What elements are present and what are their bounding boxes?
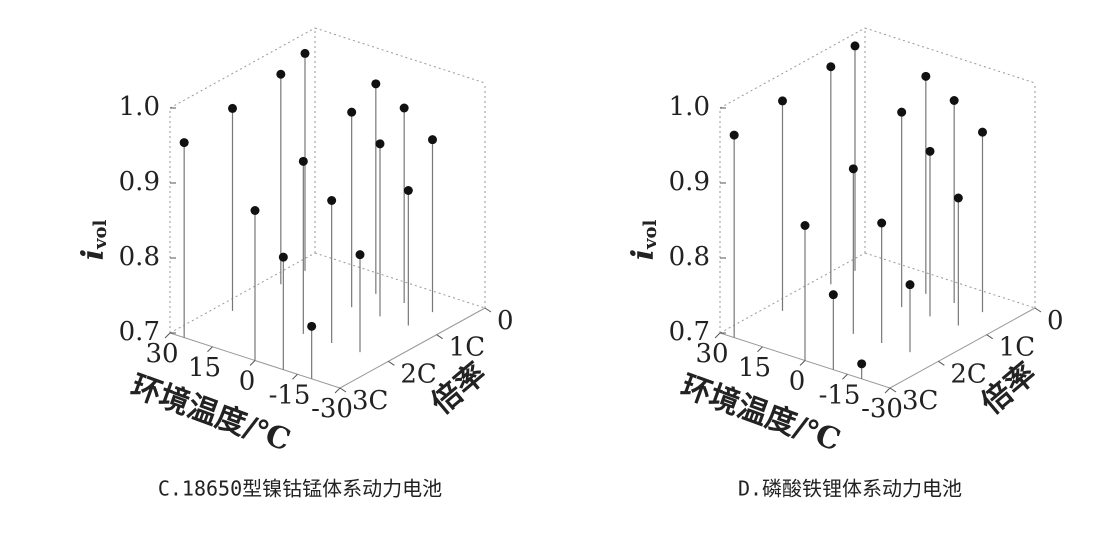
point — [949, 96, 959, 105]
x-tick-label: -30 — [861, 394, 903, 424]
point — [978, 127, 987, 137]
point — [298, 156, 308, 166]
point — [228, 103, 237, 113]
x-tick-label: 30 — [145, 339, 178, 369]
x-tick-label: 15 — [188, 353, 221, 383]
point — [897, 107, 907, 117]
y-tick-label: 0 — [1047, 306, 1064, 336]
box-edge — [169, 27, 316, 109]
point — [729, 130, 739, 140]
point — [905, 280, 915, 290]
x-tick-label: 30 — [695, 339, 728, 369]
chart-panel: 0.70.80.91.030 15 0 -15 -3001C2C3Civol环境温度/℃… — [76, 27, 514, 501]
z-tick-label: 0.7 — [119, 317, 160, 347]
x-tick-label: -30 — [311, 394, 353, 424]
point — [355, 250, 365, 260]
point — [375, 139, 385, 149]
x-tick — [799, 360, 806, 366]
point — [399, 103, 409, 113]
point — [953, 193, 963, 203]
x-tick-label: 15 — [738, 353, 771, 383]
point — [921, 71, 931, 81]
y-tick-label: 2C — [950, 359, 986, 389]
z-axis-label-main: i — [76, 249, 111, 260]
y-tick — [388, 360, 395, 366]
point — [327, 196, 337, 205]
x-tick — [249, 360, 256, 366]
z-tick-label: 0.9 — [669, 167, 710, 197]
point — [276, 69, 286, 79]
point — [826, 62, 836, 72]
point — [179, 138, 189, 148]
y-tick — [938, 360, 945, 366]
point — [850, 41, 860, 51]
z-axis-label-sub: vol — [640, 219, 661, 249]
point — [848, 164, 858, 174]
point — [278, 252, 288, 262]
x-tick — [842, 373, 848, 380]
z-tick-label: 0.7 — [669, 317, 710, 347]
x-tick-label: -15 — [819, 380, 861, 410]
box-edge — [339, 307, 486, 389]
z-axis-label-sub: vol — [90, 219, 111, 249]
y-tick — [986, 334, 993, 340]
point — [857, 359, 867, 369]
box-edge — [719, 27, 866, 109]
box-edge — [864, 252, 1036, 309]
x-tick — [164, 332, 171, 339]
point — [300, 48, 310, 58]
y-tick-label: 1C — [449, 333, 485, 363]
y-tick — [339, 387, 347, 393]
point — [828, 290, 838, 300]
y-tick — [1034, 307, 1042, 313]
z-axis-label: ivol — [626, 219, 661, 260]
x-tick-label: -15 — [269, 380, 311, 410]
box-edge — [314, 252, 486, 309]
y-tick-label: 3C — [352, 386, 388, 416]
point — [778, 96, 787, 106]
point — [800, 221, 810, 230]
x-tick — [884, 387, 891, 394]
x-tick-label: 0 — [789, 367, 806, 397]
x-tick — [292, 373, 298, 380]
point — [250, 206, 260, 215]
point — [403, 186, 413, 195]
point — [347, 107, 357, 117]
y-tick-label: 3C — [902, 386, 938, 416]
box-edge — [719, 252, 866, 334]
point — [428, 135, 437, 145]
z-axis-label-main: i — [626, 249, 661, 260]
x-tick-label: 0 — [239, 367, 256, 397]
x-tick — [334, 387, 341, 394]
point — [877, 218, 887, 228]
z-tick-label: 0.9 — [119, 167, 160, 197]
z-tick-label: 0.8 — [119, 242, 160, 272]
z-axis-label: ivol — [76, 219, 111, 260]
caption: D.磷酸铁锂体系动力电池 — [738, 477, 962, 501]
z-tick-label: 0.8 — [669, 242, 710, 272]
y-tick-label: 0 — [497, 306, 514, 336]
y-tick — [484, 307, 492, 313]
chart-panel: 0.70.80.91.030 15 0 -15 -3001C2C3Civol环境温度/℃… — [626, 27, 1064, 501]
z-tick-label: 1.0 — [119, 92, 160, 122]
y-tick — [436, 334, 443, 340]
y-tick — [889, 387, 897, 393]
point — [371, 79, 381, 89]
x-tick — [714, 332, 721, 339]
box-edge — [169, 252, 316, 334]
caption: C.18650型镍钴锰体系动力电池 — [158, 477, 442, 501]
box-edge — [864, 27, 1036, 84]
y-tick-label: 2C — [400, 359, 436, 389]
z-tick-label: 1.0 — [669, 92, 710, 122]
y-tick-label: 1C — [999, 333, 1035, 363]
x-tick — [757, 346, 763, 353]
box-edge — [889, 307, 1036, 389]
point — [925, 146, 935, 156]
box-edge — [314, 27, 486, 84]
x-tick — [207, 346, 213, 353]
point — [307, 321, 317, 331]
